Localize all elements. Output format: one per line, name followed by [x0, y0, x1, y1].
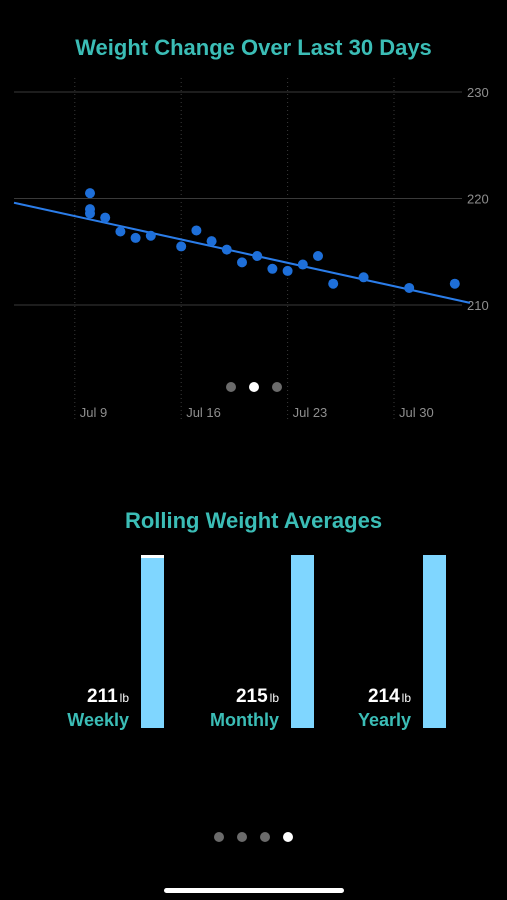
- average-bar-fill: [291, 555, 314, 728]
- data-point: [237, 257, 247, 268]
- average-number: 215: [235, 686, 268, 707]
- data-point: [85, 188, 95, 199]
- page-dot[interactable]: [271, 382, 282, 392]
- page-dot[interactable]: [225, 382, 236, 392]
- average-label: Weekly: [67, 710, 129, 730]
- data-point: [145, 230, 156, 241]
- average-unit: lb: [119, 691, 129, 705]
- home-indicator[interactable]: [164, 888, 344, 893]
- average-value: 214 lb: [368, 686, 411, 708]
- data-point: [267, 263, 278, 274]
- data-point: [297, 259, 308, 270]
- page-dot[interactable]: [214, 832, 224, 842]
- trend-line: [13, 201, 471, 304]
- data-point: [191, 225, 202, 236]
- x-tick-label: Jul 30: [399, 405, 434, 420]
- data-point: [358, 272, 369, 283]
- data-point: [100, 212, 111, 223]
- page-dot[interactable]: [260, 832, 270, 842]
- average-value: 215 lb: [236, 686, 279, 708]
- page-dot[interactable]: [248, 382, 259, 392]
- page-dot[interactable]: [237, 832, 247, 842]
- average-bar-monthly: [291, 555, 314, 728]
- data-point: [221, 244, 232, 255]
- average-number: 211: [87, 686, 118, 707]
- average-unit: lb: [401, 691, 411, 705]
- y-tick-label: 220: [467, 192, 489, 207]
- data-point: [85, 208, 95, 219]
- average-value: 211 lb: [87, 686, 129, 708]
- average-bar-yearly: [423, 555, 446, 728]
- chart-title: Weight Change Over Last 30 Days: [75, 35, 432, 60]
- chart-page-indicator[interactable]: [0, 382, 507, 392]
- data-point: [252, 251, 263, 262]
- data-point: [115, 226, 126, 237]
- data-point: [313, 251, 323, 262]
- data-point: [449, 278, 460, 289]
- average-weekly: 211 lb Weekly: [9, 686, 129, 736]
- data-point: [404, 282, 415, 293]
- y-tick-label: 210: [467, 298, 489, 313]
- average-bar-fill: [141, 558, 164, 728]
- average-label: Monthly: [210, 710, 279, 730]
- average-unit: lb: [269, 691, 279, 705]
- average-monthly: 215 lb Monthly: [159, 686, 279, 736]
- weight-scatter-chart: 230 220 210 Jul 9 Jul 16 Jul 23 Jul 30: [13, 78, 489, 420]
- data-point: [130, 232, 141, 243]
- data-point: [176, 241, 187, 252]
- averages-title: Rolling Weight Averages: [124, 508, 383, 533]
- average-label: Yearly: [357, 710, 411, 730]
- data-point: [206, 236, 217, 247]
- data-point: [282, 265, 293, 276]
- data-point: [328, 278, 339, 289]
- page-dot[interactable]: [283, 832, 293, 842]
- page-indicator[interactable]: [0, 832, 507, 842]
- y-tick-label: 230: [467, 85, 489, 100]
- average-bar-weekly: [141, 555, 164, 728]
- average-number: 214: [367, 686, 400, 707]
- average-yearly: 214 lb Yearly: [291, 686, 411, 736]
- x-tick-label: Jul 9: [80, 405, 107, 420]
- x-tick-label: Jul 23: [293, 405, 328, 420]
- average-bar-fill: [423, 555, 446, 728]
- x-tick-label: Jul 16: [186, 405, 221, 420]
